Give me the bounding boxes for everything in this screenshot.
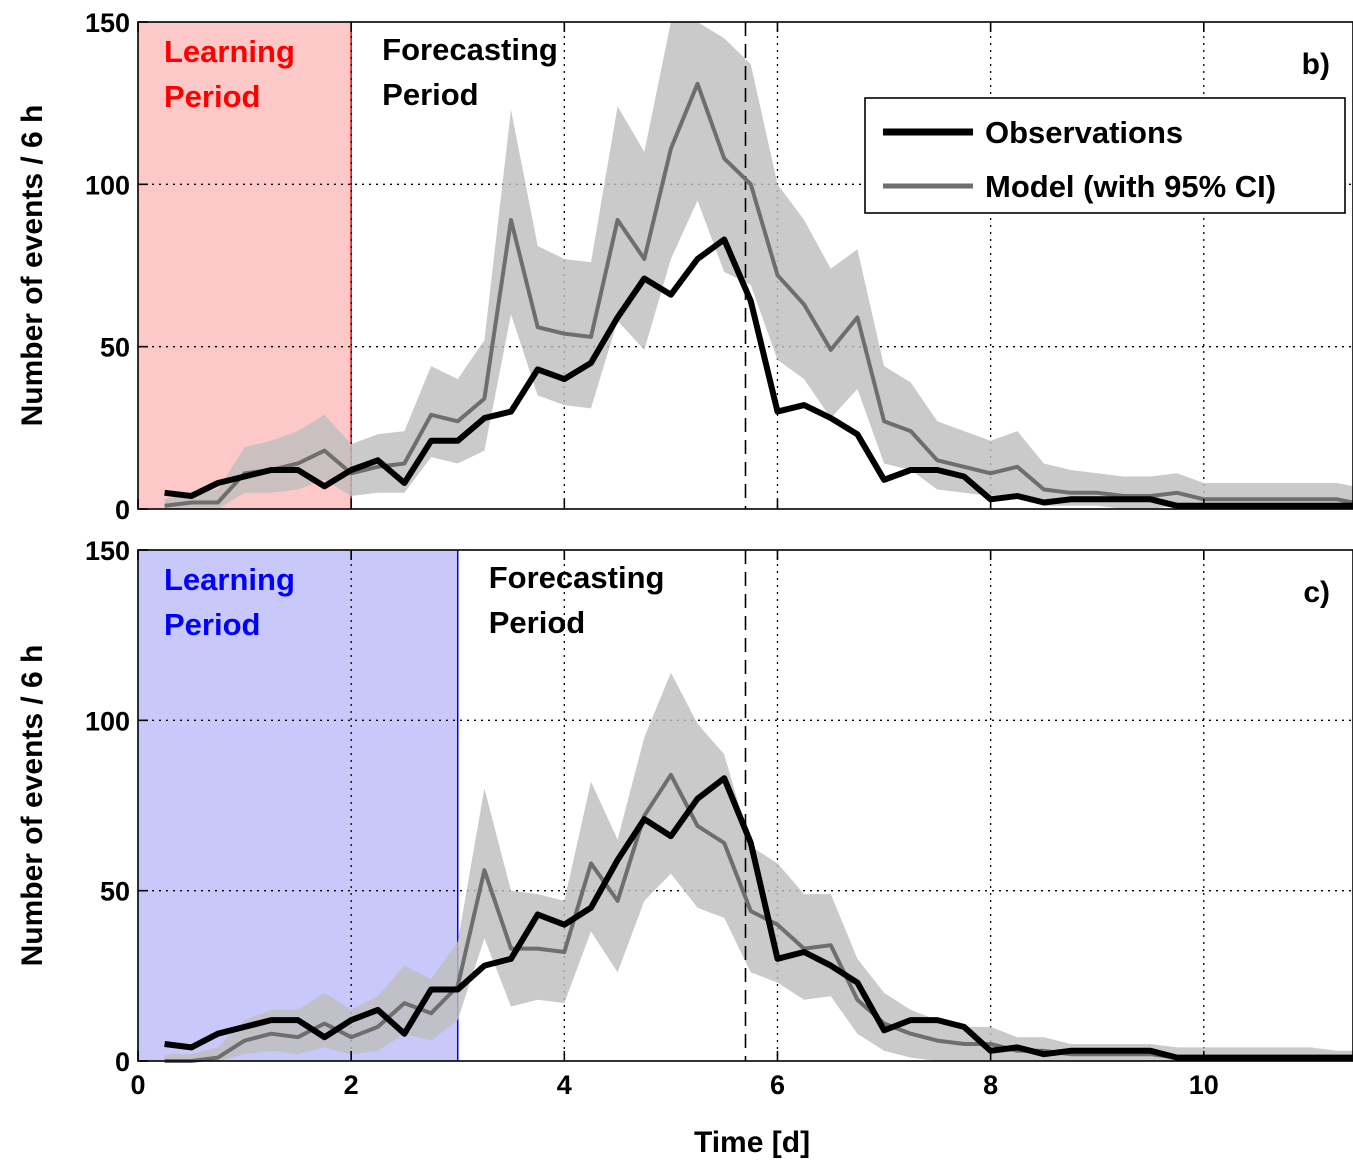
- axes-frame: [137, 21, 1353, 510]
- x-tick-label: 8: [983, 1070, 998, 1100]
- x-tick-label: 2: [344, 1070, 359, 1100]
- learning-period-label-line2: Period: [164, 79, 260, 114]
- forecasting-period-label-line1: Forecasting: [382, 32, 558, 67]
- y-tick-label: 150: [85, 8, 130, 38]
- y-tick-label: 150: [85, 536, 130, 566]
- x-tick-label: 4: [557, 1070, 572, 1100]
- y-tick-label: 0: [115, 495, 130, 525]
- x-tick-label: 0: [130, 1070, 145, 1100]
- y-tick-label: 0: [115, 1047, 130, 1077]
- y-tick-label: 100: [85, 170, 130, 200]
- model-ci-band: [164, 22, 1353, 509]
- legend-entry-label: Observations: [985, 115, 1183, 150]
- model-series-line: [164, 81, 1353, 508]
- learning-period-label-line2: Period: [164, 607, 260, 642]
- observations-series-line: [164, 775, 1353, 1061]
- panel-label: b): [1302, 48, 1330, 81]
- forecasting-period-label-line2: Period: [382, 77, 478, 112]
- panel-c: 0 50 100 150 0 2 4 6 8 10 Number of events / 6 h Le…: [16, 536, 1353, 1100]
- forecasting-period-label-line1: Forecasting: [489, 560, 665, 595]
- axes-frame: [137, 549, 1353, 1062]
- learning-period-label-line1: Learning: [164, 562, 295, 597]
- x-tick-label: 6: [770, 1070, 785, 1100]
- learning-period-label-line1: Learning: [164, 34, 295, 69]
- y-tick-label: 50: [100, 877, 130, 907]
- x-tick-label: 10: [1189, 1070, 1219, 1100]
- y-axis-label: Number of events / 6 h: [16, 645, 49, 967]
- y-tick-label: 100: [85, 706, 130, 736]
- observations-series-line: [164, 236, 1353, 509]
- x-axis-label: Time [d]: [694, 1126, 810, 1159]
- panel-b: 0 50 100 150 Number of events / 6 h Learning P…: [16, 8, 1353, 525]
- panel-label: c): [1303, 576, 1330, 609]
- y-axis-label: Number of events / 6 h: [16, 105, 49, 427]
- y-tick-label: 50: [100, 333, 130, 363]
- forecasting-period-label-line2: Period: [489, 605, 585, 640]
- legend-entry-label: Model (with 95% CI): [985, 169, 1276, 204]
- legend-box: [864, 97, 1346, 214]
- grid: [138, 550, 1353, 1061]
- legend: Observations Model (with 95% CI): [864, 97, 1346, 214]
